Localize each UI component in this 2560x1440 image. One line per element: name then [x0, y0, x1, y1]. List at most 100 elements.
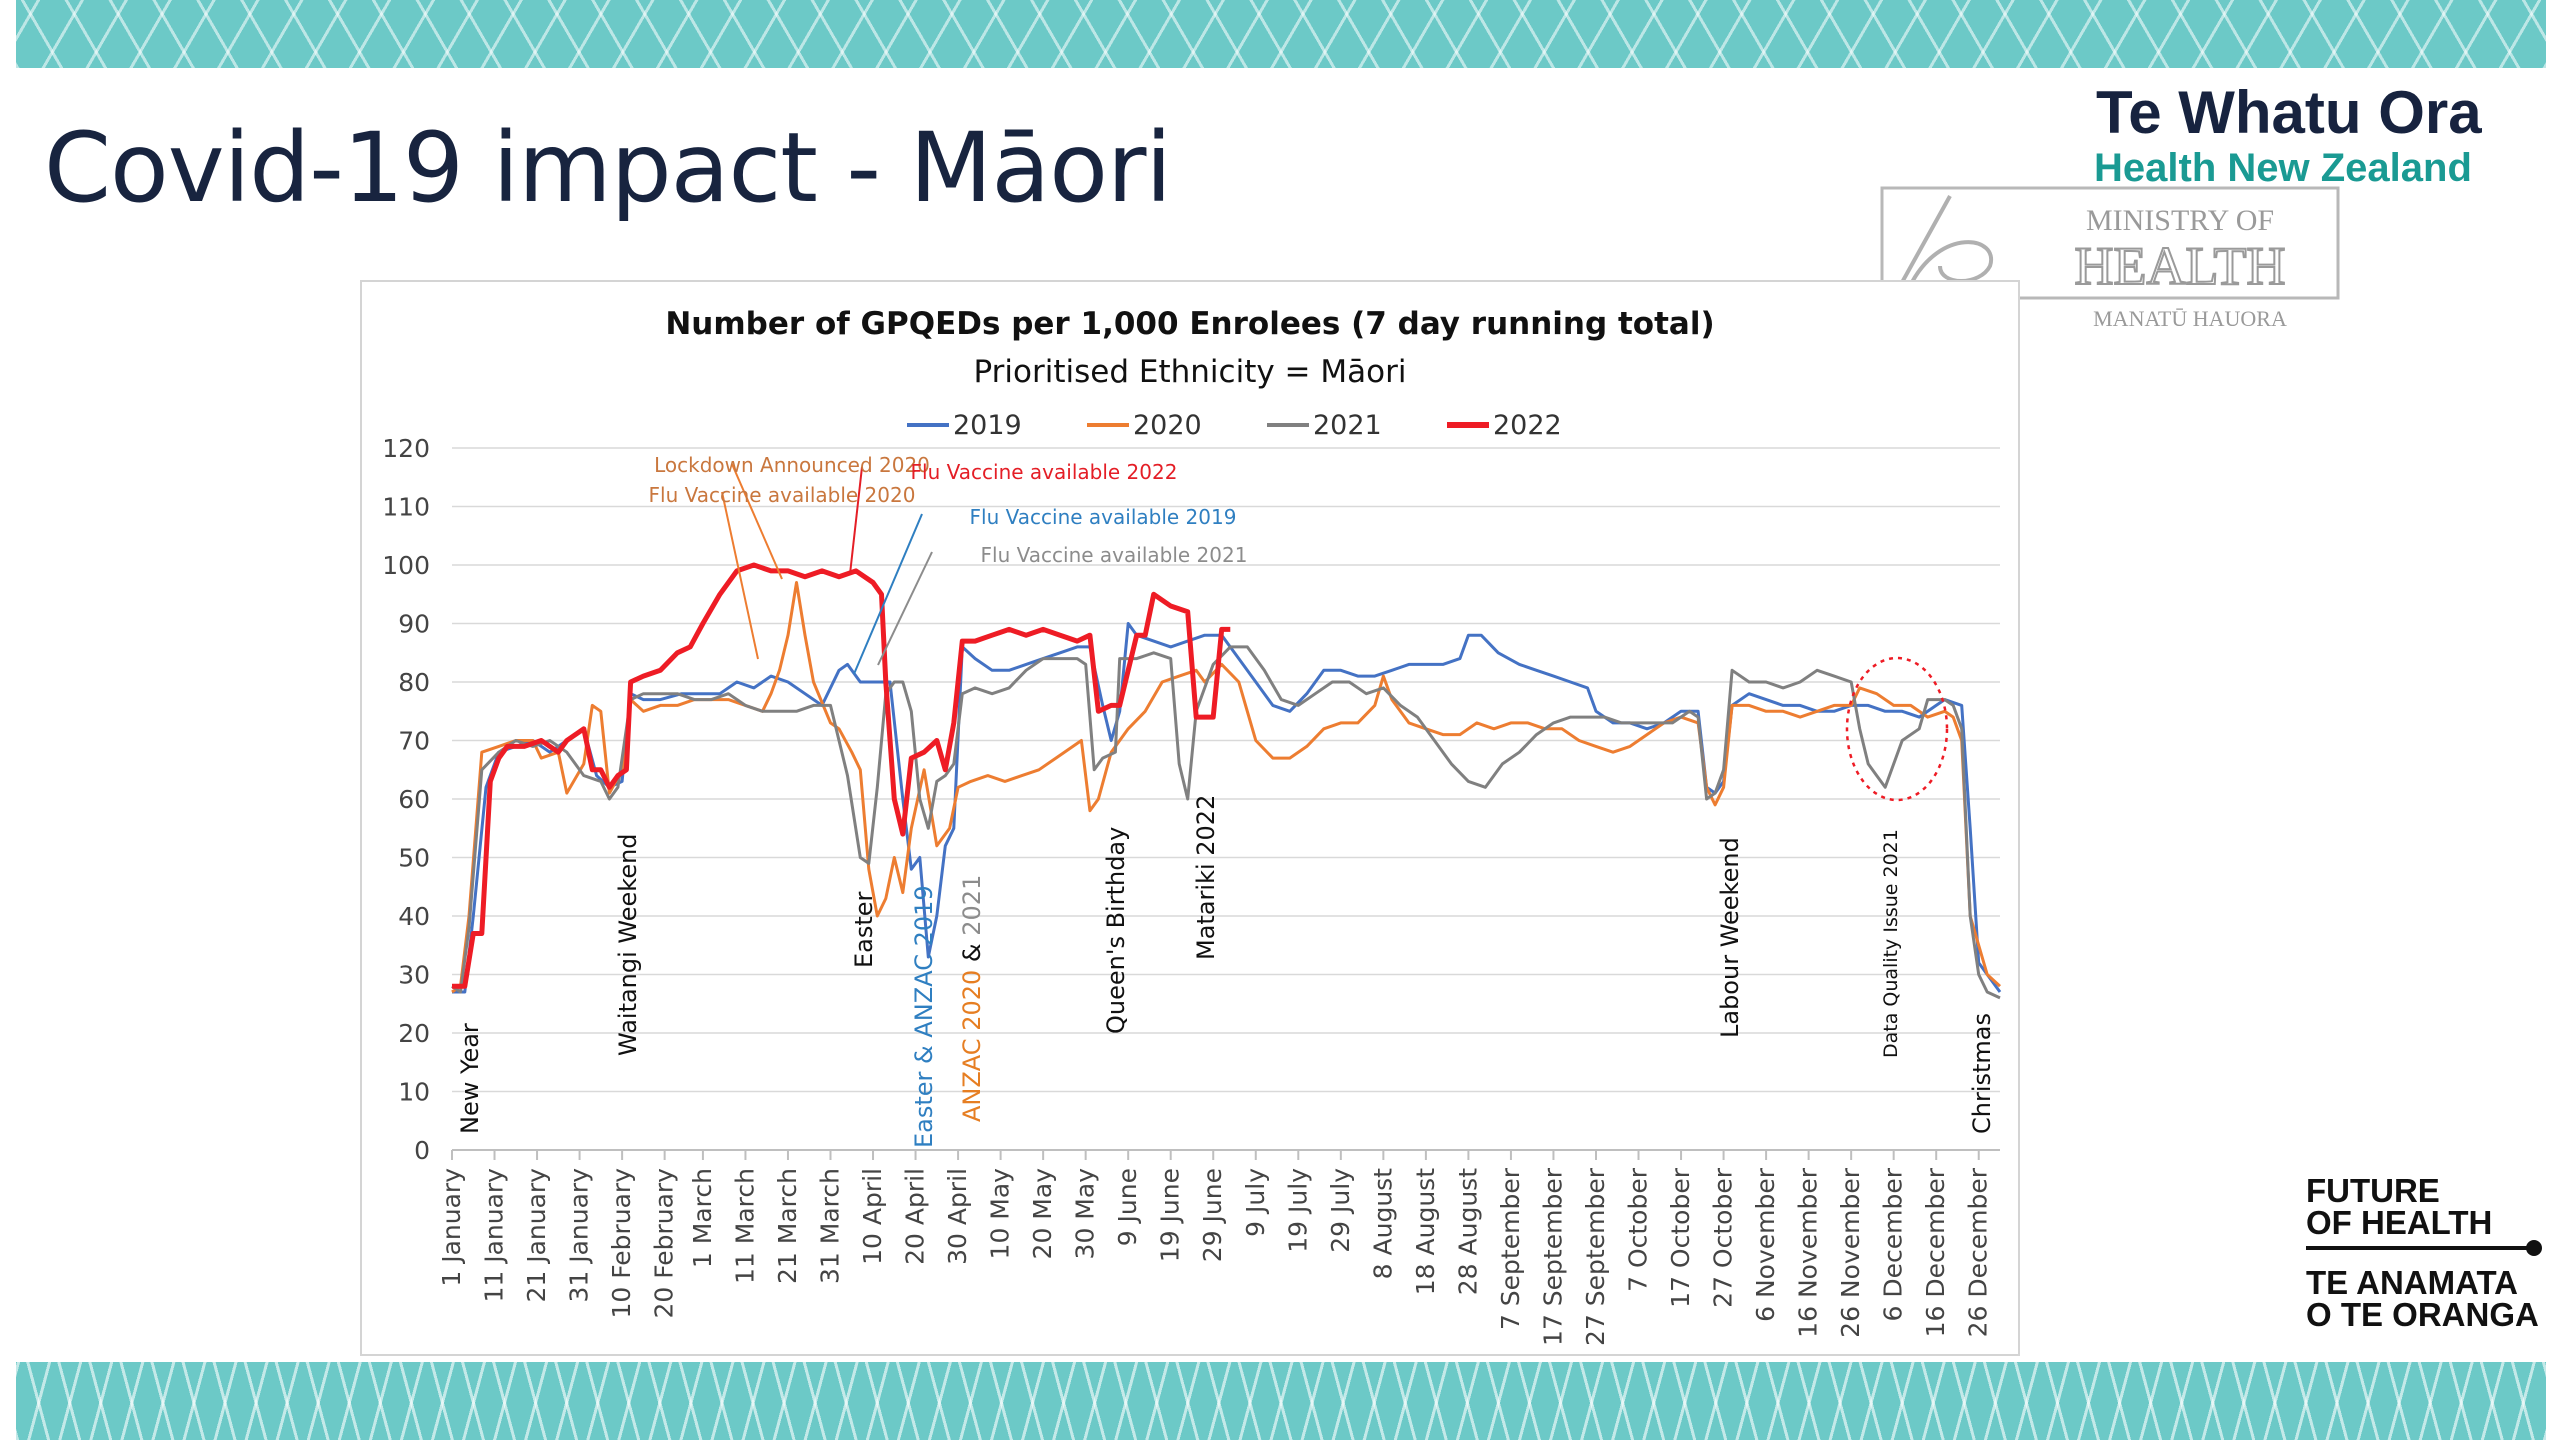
top-pattern-band [16, 0, 2546, 68]
x-tick-label: 26 December [1964, 1167, 1993, 1337]
y-tick-label: 100 [382, 551, 430, 580]
future-of-health-line-2: OF HEALTH [2306, 1204, 2493, 1241]
annotation-label: New Year [456, 1023, 484, 1134]
data-quality-highlight [1845, 656, 1949, 802]
future-of-health-dot [2526, 1240, 2542, 1256]
brand-subtitle: Health New Zealand [2094, 146, 2472, 190]
arrow-flu-2021 [877, 551, 933, 666]
chart-series [451, 562, 2002, 1000]
x-tick-label: 30 April [943, 1168, 972, 1265]
chart-svg: 0 10 20 30 40 50 60 70 80 90 100 110 120 1 January 11… [382, 306, 2002, 1346]
ministry-of-health-logo: MINISTRY OF HEALTH MANATŪ HAUORA [1880, 186, 2340, 331]
x-tick-label: 31 March [815, 1168, 844, 1284]
y-tick-label: 70 [398, 727, 430, 756]
x-tick-label: 30 May [1071, 1168, 1100, 1260]
x-tick-label: 21 January [522, 1168, 551, 1303]
x-tick-label: 8 August [1368, 1168, 1397, 1280]
annotation-label: Easter & ANZAC 2019 [910, 885, 938, 1148]
annotation-label-part: ANZAC 2020 [958, 970, 986, 1122]
annotation-label: Queen's Birthday [1102, 827, 1130, 1034]
y-tick-label: 60 [398, 785, 430, 814]
ministry-line-1: MINISTRY OF [2086, 204, 2274, 237]
y-tick-label: 30 [398, 961, 430, 990]
x-tick-label: 27 October [1709, 1167, 1738, 1308]
x-tick-label: 6 November [1751, 1167, 1780, 1322]
y-tick-label: 0 [414, 1136, 430, 1165]
x-tick-label: 21 March [773, 1168, 802, 1284]
x-tick-label: 7 September [1496, 1167, 1525, 1330]
annotation-label: Easter [850, 891, 878, 968]
x-tick-label: 16 November [1794, 1167, 1823, 1338]
x-tick-label: 26 November [1836, 1167, 1865, 1338]
x-tick-label: 1 March [688, 1168, 717, 1268]
ministry-line-3: MANATŪ HAUORA [2093, 306, 2287, 331]
ministry-line-2: HEALTH [2075, 236, 2286, 296]
x-tick-label: 20 February [650, 1168, 679, 1319]
annotation-label: Labour Weekend [1716, 837, 1744, 1038]
annotation-label-part: & [958, 936, 986, 970]
annotation-label: Waitangi Weekend [614, 833, 642, 1056]
chart-grid [452, 447, 2000, 1151]
x-tick-label: 10 April [858, 1168, 887, 1265]
x-tick-label: 10 May [986, 1168, 1015, 1260]
annotation-label-part: 2021 [958, 875, 986, 936]
x-tick-label: 20 May [1028, 1168, 1057, 1260]
future-of-health-line-1: FUTURE [2306, 1172, 2440, 1209]
series-line-2022 [452, 562, 1231, 989]
x-tick-label: 28 August [1453, 1168, 1482, 1295]
x-tick-label: 10 February [607, 1168, 636, 1319]
y-tick-label: 10 [398, 1078, 430, 1107]
chart-legend: 2019 2020 2021 2022 [907, 410, 1562, 441]
future-of-health-line-3: TE ANAMATA [2306, 1264, 2519, 1301]
x-tick-label: 16 December [1921, 1167, 1950, 1337]
y-tick-label: 120 [382, 434, 430, 463]
x-tick-label: 7 October [1624, 1167, 1653, 1292]
y-axis: 0 10 20 30 40 50 60 70 80 90 100 110 120 [382, 434, 430, 1165]
chart-panel: 0 10 20 30 40 50 60 70 80 90 100 110 120 1 January 11… [360, 280, 2020, 1356]
annotation-anzac-2020-2021: ANZAC 2020 & 2021 [958, 875, 986, 1122]
x-tick-label: 11 January [480, 1168, 509, 1303]
brand-name: Te Whatu Ora [2096, 79, 2482, 146]
x-tick-label: 6 December [1879, 1167, 1908, 1321]
series-line-2021 [451, 645, 2001, 1000]
annotation-label: Data Quality Issue 2021 [1880, 829, 1902, 1058]
x-tick-label: 9 July [1241, 1168, 1270, 1237]
future-of-health-line-4: O TE ORANGA [2306, 1296, 2539, 1333]
chart-subtitle: Prioritised Ethnicity = Māori [974, 354, 1407, 390]
x-axis: 1 January 11 January 21 January 31 January 1… [437, 1149, 2000, 1346]
annotation-label: Flu Vaccine available 2021 [981, 543, 1248, 567]
x-tick-label: 27 September [1581, 1167, 1610, 1346]
x-tick-label: 9 June [1113, 1168, 1142, 1246]
x-tick-label: 20 April [901, 1168, 930, 1265]
x-tick-label: 29 June [1198, 1168, 1227, 1262]
legend-label-2019: 2019 [953, 410, 1022, 441]
y-tick-label: 90 [398, 610, 430, 639]
x-tick-label: 17 October [1666, 1167, 1695, 1308]
y-tick-label: 110 [382, 493, 430, 522]
y-tick-label: 50 [398, 844, 430, 873]
legend-label-2020: 2020 [1133, 410, 1202, 441]
annotation-arrows [721, 463, 1949, 802]
ministry-logo-frame [1880, 186, 2340, 300]
y-tick-label: 80 [398, 668, 430, 697]
chart-title: Number of GPQEDs per 1,000 Enrolees (7 d… [665, 306, 1714, 342]
bottom-pattern-band [16, 1362, 2546, 1440]
x-tick-label: 17 September [1538, 1167, 1567, 1346]
y-tick-label: 40 [398, 902, 430, 931]
annotation-label: Lockdown Announced 2020 [654, 453, 930, 477]
arrow-lockdown [731, 463, 783, 580]
slide-title: Covid-19 impact - Māori [44, 112, 1172, 224]
annotation-label: Flu Vaccine available 2022 [911, 460, 1178, 484]
series-line-2020 [451, 581, 2002, 994]
y-tick-label: 20 [398, 1019, 430, 1048]
legend-label-2021: 2021 [1313, 410, 1382, 441]
x-tick-label: 11 March [730, 1168, 759, 1284]
x-tick-label: 19 July [1283, 1168, 1312, 1253]
annotation-label: Flu Vaccine available 2019 [970, 505, 1237, 529]
legend-label-2022: 2022 [1493, 410, 1562, 441]
arrow-flu-2020 [721, 491, 759, 660]
future-of-health-rule [2306, 1246, 2532, 1250]
x-tick-label: 19 June [1156, 1168, 1185, 1262]
annotation-label: Matariki 2022 [1192, 795, 1220, 960]
